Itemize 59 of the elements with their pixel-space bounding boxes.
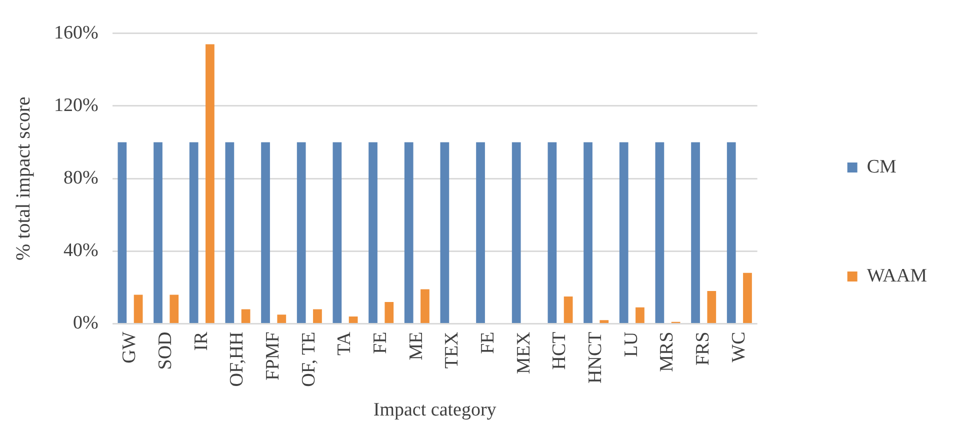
x-tick-label: IR xyxy=(190,331,212,351)
x-tick-label: HNCT xyxy=(585,331,606,384)
bar xyxy=(206,44,214,323)
bar xyxy=(743,272,752,323)
bar xyxy=(600,320,609,323)
x-tick-label: MEX xyxy=(513,331,534,374)
y-tick-label: 120% xyxy=(54,94,98,116)
bar xyxy=(726,142,736,323)
y-tick-label: 0% xyxy=(73,312,98,334)
bar xyxy=(225,142,234,323)
bar xyxy=(170,294,179,323)
x-tick-label: MRS xyxy=(656,332,678,372)
bar xyxy=(118,142,127,323)
bar xyxy=(584,142,592,323)
x-tick-label: WC xyxy=(728,332,750,362)
x-axis-title: Impact category xyxy=(373,400,497,421)
bar xyxy=(241,309,250,323)
bar xyxy=(440,142,450,323)
x-tick-label: TA xyxy=(334,331,356,356)
bar xyxy=(619,142,628,323)
x-tick-label: TEX xyxy=(442,331,463,369)
x-tick-label: FRS xyxy=(692,332,714,366)
bar xyxy=(548,142,557,323)
bar xyxy=(384,302,394,323)
x-tick-label: ME xyxy=(406,332,427,360)
bar xyxy=(404,142,414,323)
bar xyxy=(368,142,378,323)
bar xyxy=(313,309,322,323)
y-tick-label: 160% xyxy=(54,22,98,44)
bar xyxy=(332,142,342,323)
legend-label: WAAM xyxy=(866,265,928,286)
bar xyxy=(564,296,573,323)
bar xyxy=(134,294,143,323)
bar xyxy=(636,307,644,323)
bar xyxy=(154,142,162,323)
bar xyxy=(348,316,358,323)
bar xyxy=(277,314,286,323)
legend-label: CM xyxy=(866,156,897,178)
bar xyxy=(476,142,485,323)
bar xyxy=(707,291,716,323)
x-tick-label: FPMF xyxy=(262,332,284,380)
y-axis-title: % total impact score xyxy=(12,96,34,260)
bar xyxy=(420,289,430,323)
bar xyxy=(655,142,664,323)
x-tick-label: FE xyxy=(478,332,499,354)
x-tick-label: OF,HH xyxy=(226,331,248,387)
bar xyxy=(261,142,270,323)
bar xyxy=(691,142,700,323)
bar xyxy=(296,142,306,323)
x-tick-label: FE xyxy=(370,332,392,354)
y-tick-label: 80% xyxy=(64,168,98,189)
x-tick-label: SOD xyxy=(155,332,176,370)
x-tick-label: OF, TE xyxy=(298,332,320,387)
x-tick-label: LU xyxy=(620,331,642,358)
y-tick-label: 40% xyxy=(64,240,98,262)
bar xyxy=(512,142,521,323)
x-tick-label: HCT xyxy=(549,331,570,370)
x-tick-label: GW xyxy=(119,332,140,364)
bar xyxy=(189,142,198,323)
